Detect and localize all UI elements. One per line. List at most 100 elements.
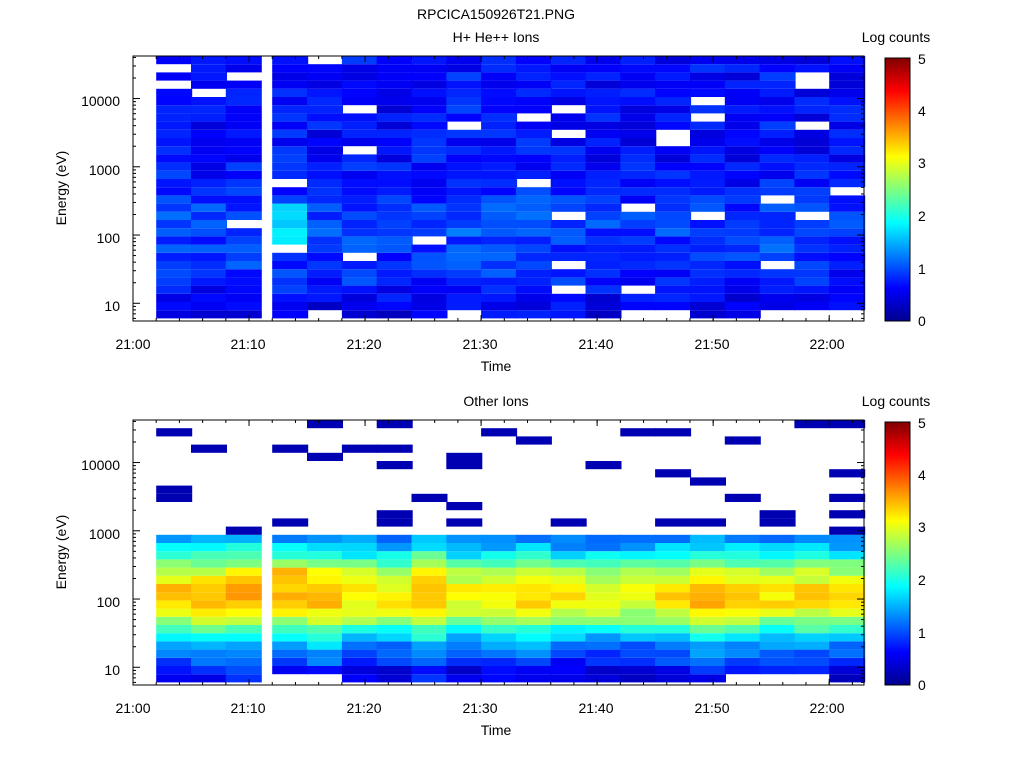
heatmap-cell <box>829 641 866 650</box>
heatmap-cell <box>341 559 378 568</box>
heatmap-cell <box>225 203 262 212</box>
heatmap-cell <box>225 633 262 642</box>
heatmap-cell <box>156 428 193 437</box>
heatmap-cell <box>272 575 309 584</box>
heatmap-cell <box>481 551 518 560</box>
figure-title: RPCICA150926T21.PNG <box>417 6 575 22</box>
heatmap-cell <box>376 461 413 470</box>
heatmap-cell <box>759 559 796 568</box>
heatmap-cell <box>481 252 518 261</box>
heatmap-cell <box>550 657 587 666</box>
heatmap-cell <box>272 162 309 171</box>
heatmap-cell <box>585 461 622 470</box>
heatmap-cell <box>550 575 587 584</box>
heatmap-cell <box>829 269 866 278</box>
heatmap-cell <box>272 269 309 278</box>
heatmap-cell <box>724 154 761 163</box>
heatmap-cell <box>411 203 448 212</box>
heatmap-cell <box>481 179 518 188</box>
heatmap-cell <box>307 592 343 601</box>
heatmap-cell <box>341 666 378 675</box>
heatmap-cell <box>690 121 726 130</box>
heatmap-cell <box>829 657 866 666</box>
heatmap-cell <box>307 551 343 560</box>
heatmap-cell <box>191 236 227 245</box>
heatmap-cell <box>191 302 227 311</box>
heatmap-cell <box>307 261 343 270</box>
heatmap-cell <box>481 228 518 237</box>
heatmap-cell <box>307 567 343 576</box>
heatmap-cell <box>515 310 552 319</box>
heatmap-cell <box>411 534 448 543</box>
x-tick-label: 21:30 <box>462 336 497 352</box>
heatmap-cell <box>446 56 483 65</box>
heatmap-cell <box>585 138 622 147</box>
heatmap-cell <box>481 534 518 543</box>
heatmap-cell <box>585 261 622 270</box>
heatmap-cell <box>655 56 692 65</box>
heatmap-cell <box>191 310 227 319</box>
heatmap-cell <box>724 244 761 253</box>
heatmap-cell <box>515 674 552 683</box>
heatmap-cell <box>724 493 761 502</box>
heatmap-cell <box>156 179 193 188</box>
heatmap-cell <box>481 559 518 568</box>
heatmap-cell <box>156 121 193 130</box>
heatmap-cell <box>411 228 448 237</box>
heatmap-cell <box>376 444 413 453</box>
heatmap-cell <box>446 608 483 617</box>
heatmap-cell <box>690 64 726 73</box>
heatmap-cell <box>620 600 657 609</box>
y-tick-label: 1000 <box>89 162 120 178</box>
heatmap-cell <box>272 277 309 286</box>
heatmap-cell <box>829 252 866 261</box>
heatmap-cell <box>481 64 518 73</box>
heatmap-cell <box>156 154 193 163</box>
heatmap-cell <box>690 138 726 147</box>
heatmap-cell <box>446 502 483 511</box>
heatmap-cell <box>759 236 796 245</box>
heatmap-cell <box>585 195 622 204</box>
heatmap-cell <box>550 88 587 97</box>
heatmap-cell <box>759 179 796 188</box>
heatmap-cell <box>515 616 552 625</box>
heatmap-cell <box>690 293 726 302</box>
heatmap-cell <box>585 567 622 576</box>
heatmap-cell <box>585 187 622 196</box>
heatmap-cell <box>690 641 726 650</box>
panel-other-ions-title: Other Ions <box>463 393 528 409</box>
heatmap-cell <box>759 146 796 155</box>
heatmap-cell <box>759 510 796 519</box>
heatmap-cell <box>411 608 448 617</box>
heatmap-cell <box>585 228 622 237</box>
heatmap-cell <box>759 551 796 560</box>
heatmap-cell <box>341 285 378 294</box>
heatmap-cell <box>191 154 227 163</box>
heatmap-cell <box>341 228 378 237</box>
heatmap-cell <box>620 277 657 286</box>
heatmap-cell <box>515 584 552 593</box>
panel-other-ions-colorbar-tick-labels: 0 1 2 3 4 5 <box>918 415 926 693</box>
heatmap-cell <box>690 518 726 527</box>
heatmap-cell <box>191 80 227 89</box>
heatmap-cell <box>307 641 343 650</box>
colorbar-tick-label: 3 <box>918 155 926 171</box>
heatmap-cell <box>446 657 483 666</box>
heatmap-cell <box>446 154 483 163</box>
heatmap-cell <box>481 543 518 552</box>
heatmap-cell <box>515 154 552 163</box>
heatmap-cell <box>191 657 227 666</box>
heatmap-cell <box>225 559 262 568</box>
heatmap-cell <box>794 534 831 543</box>
heatmap-cell <box>724 600 761 609</box>
heatmap-cell <box>550 633 587 642</box>
x-tick-label: 21:30 <box>462 700 497 716</box>
heatmap-cell <box>411 170 448 179</box>
heatmap-cell <box>585 293 622 302</box>
heatmap-cell <box>191 121 227 130</box>
heatmap-cell <box>620 154 657 163</box>
colorbar-tick-label: 4 <box>918 103 926 119</box>
heatmap-cell <box>191 228 227 237</box>
heatmap-cell <box>225 567 262 576</box>
heatmap-cell <box>690 269 726 278</box>
